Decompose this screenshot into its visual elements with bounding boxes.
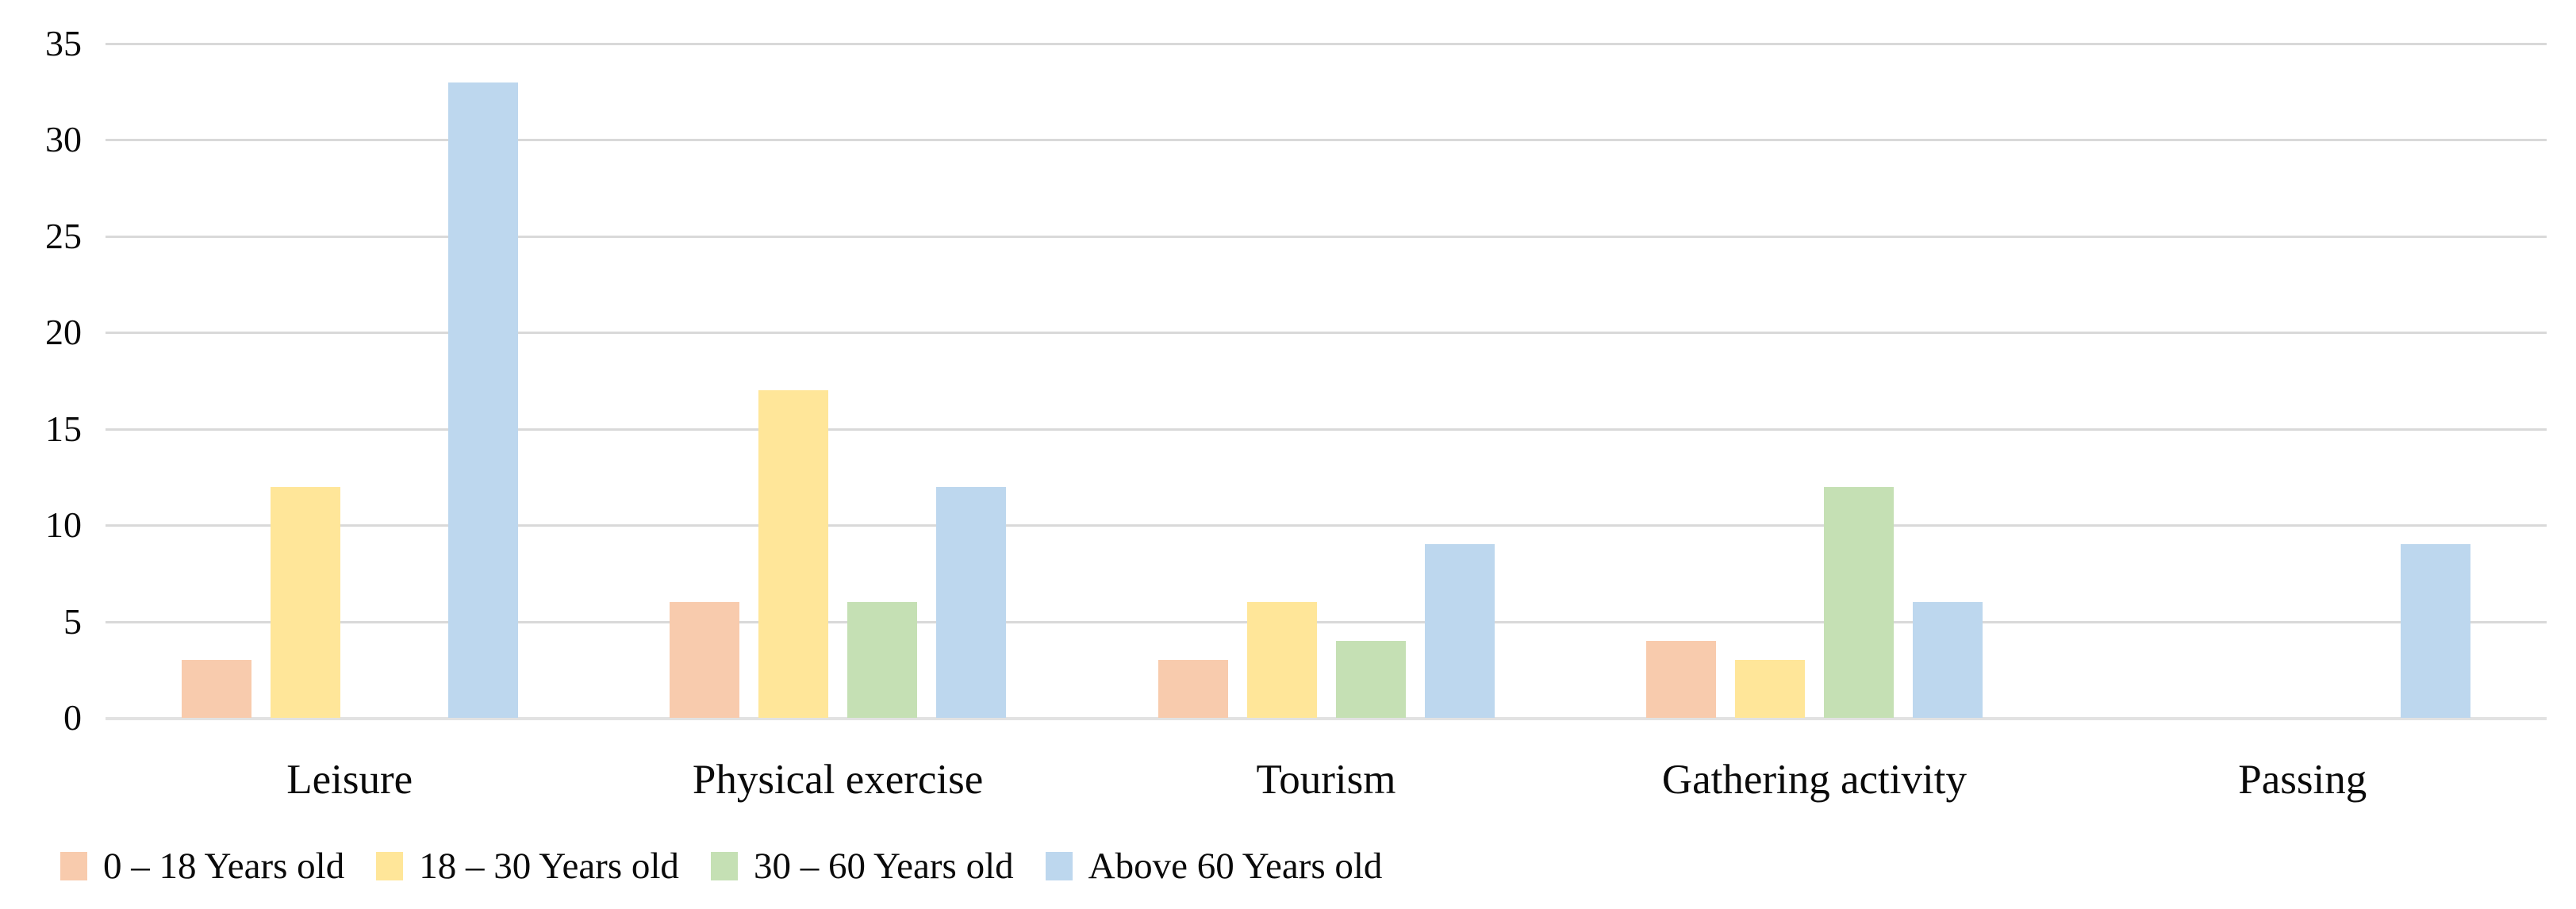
legend-swatch-icon [376,852,404,880]
x-axis-baseline [106,717,2547,720]
bar-physical-exercise-0-–-18-Years-old [670,602,740,718]
gridline-y-25 [106,235,2547,238]
legend-label: 30 – 60 Years old [753,846,1014,887]
legend-label: 0 – 18 Years old [103,846,345,887]
bar-group-gathering-activity [1645,44,1983,718]
legend-swatch-icon [1045,852,1073,880]
bar-group-passing [2134,44,2471,718]
x-axis-category-label-passing: Passing [2238,757,2367,803]
bar-physical-exercise-Above-60-Years-old [936,486,1007,718]
legend-item-18-–-30-Years-old: 18 – 30 Years old [376,844,679,888]
y-axis-tick-label-10: 10 [45,504,82,546]
y-axis-tick-label-15: 15 [45,408,82,449]
gridline-y-5 [106,620,2547,623]
y-axis-tick-label-5: 5 [63,600,82,642]
bar-leisure-18-–-30-Years-old [270,486,340,718]
bar-leisure-Above-60-Years-old [447,82,518,718]
bar-gathering-activity-Above-60-Years-old [1912,602,1983,718]
bar-tourism-30-–-60-Years-old [1335,640,1406,718]
y-axis-tick-label-35: 35 [45,23,82,63]
gridline-y-15 [106,428,2547,431]
legend: 0 – 18 Years old 18 – 30 Years old 30 – 60… [60,842,1382,890]
y-axis-tick-label-30: 30 [45,119,82,160]
bar-tourism-0-–-18-Years-old [1157,660,1228,718]
gridline-y-20 [106,332,2547,335]
bar-passing-Above-60-Years-old [2401,544,2471,718]
plot-area [106,43,2547,720]
x-axis-category-label-tourism: Tourism [1256,757,1396,803]
bar-physical-exercise-30-–-60-Years-old [847,602,918,718]
y-axis-tick-label-20: 20 [45,312,82,353]
bar-tourism-Above-60-Years-old [1424,544,1495,718]
legend-item-30-–-60-Years-old: 30 – 60 Years old [710,844,1014,888]
bar-physical-exercise-18-–-30-Years-old [758,390,829,718]
bar-leisure-0-–-18-Years-old [181,660,251,718]
bar-gathering-activity-18-–-30-Years-old [1734,660,1805,718]
bar-gathering-activity-0-–-18-Years-old [1645,640,1716,718]
bar-group-tourism [1157,44,1495,718]
legend-label: 18 – 30 Years old [419,846,679,887]
y-axis-tick-label-0: 0 [63,697,82,738]
legend-label: Above 60 Years old [1088,846,1383,887]
legend-swatch-icon [60,852,87,880]
x-axis-category-label-gathering-activity: Gathering activity [1661,757,1967,803]
legend-item-Above-60-Years-old: Above 60 Years old [1045,844,1383,888]
gridline-y-30 [106,139,2547,142]
gridline-y-35 [106,43,2547,45]
bar-group-leisure [181,44,518,718]
bar-group-physical-exercise [670,44,1007,718]
gridline-y-10 [106,524,2547,527]
bar-tourism-18-–-30-Years-old [1246,602,1317,718]
x-axis-category-label-physical-exercise: Physical exercise [692,757,984,803]
y-axis-tick-label-25: 25 [45,215,82,256]
x-axis-category-label-leisure: Leisure [286,757,413,803]
bar-gathering-activity-30-–-60-Years-old [1823,486,1894,718]
legend-swatch-icon [710,852,738,880]
legend-item-0-–-18-Years-old: 0 – 18 Years old [60,844,344,888]
